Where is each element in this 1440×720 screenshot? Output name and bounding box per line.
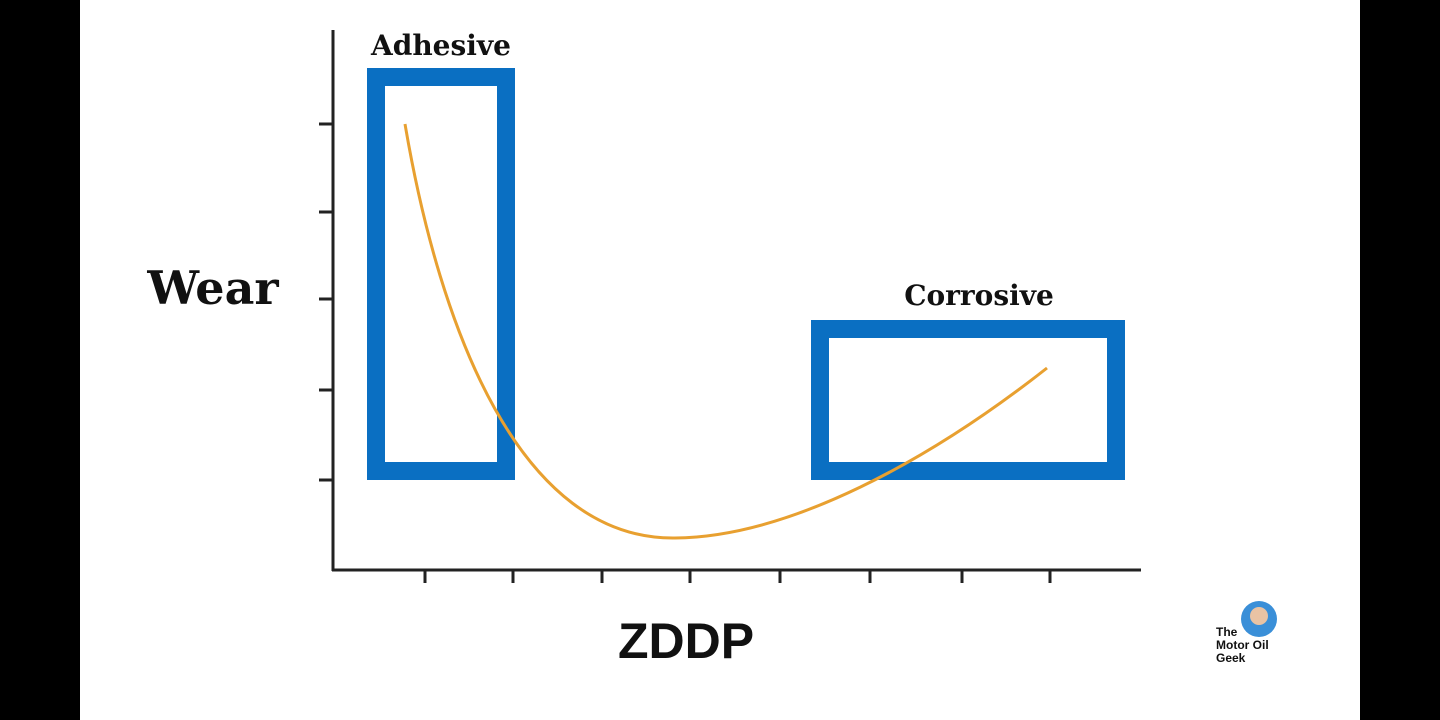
- slide: [80, 0, 1360, 720]
- corrosive-box: [811, 320, 1125, 480]
- wear-curve: [403, 123, 1048, 540]
- logo-text: Geek: [1216, 651, 1246, 665]
- logo-face: [1250, 607, 1268, 625]
- right-bar: [1360, 0, 1440, 720]
- axes: [319, 30, 1141, 583]
- logo: The Motor Oil Geek: [1216, 601, 1277, 665]
- logo-text: Motor Oil: [1216, 638, 1269, 652]
- region-label: Corrosive: [904, 279, 1054, 312]
- y-axis-label: Wear: [146, 261, 279, 315]
- adhesive-box: [367, 68, 515, 480]
- x-axis-label: ZDDP: [618, 613, 754, 669]
- region-label: Adhesive: [370, 29, 511, 62]
- logo-text: The: [1216, 625, 1238, 639]
- left-bar: [0, 0, 80, 720]
